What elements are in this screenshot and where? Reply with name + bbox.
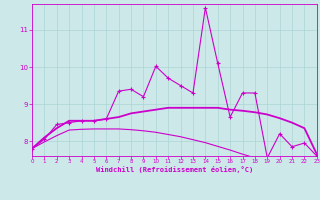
X-axis label: Windchill (Refroidissement éolien,°C): Windchill (Refroidissement éolien,°C) — [96, 166, 253, 173]
